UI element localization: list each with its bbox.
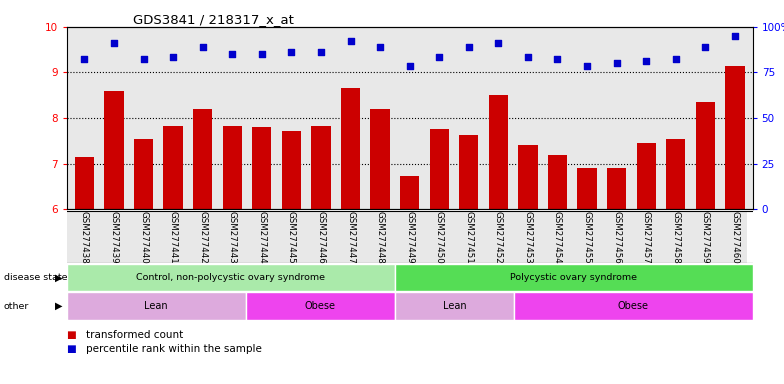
Bar (74, 157, 94, 209)
Text: GDS3841 / 218317_x_at: GDS3841 / 218317_x_at (133, 13, 294, 26)
Point (433, 53, 445, 60)
Point (640, 58, 652, 64)
Text: GSM277460: GSM277460 (731, 211, 739, 264)
Point (107, 40, 120, 46)
Text: GSM277441: GSM277441 (169, 211, 178, 264)
Point (728, 33, 741, 39)
Text: GSM277439: GSM277439 (110, 211, 118, 264)
Bar (223, 126, 241, 209)
Text: disease state: disease state (4, 273, 67, 282)
Text: ■: ■ (67, 344, 80, 354)
Bar (488, 95, 508, 209)
Bar (371, 109, 390, 209)
Text: GSM277459: GSM277459 (701, 211, 710, 264)
Text: GSM277451: GSM277451 (464, 211, 474, 264)
Bar (67, 292, 245, 320)
Text: GSM277455: GSM277455 (583, 211, 592, 264)
Text: GSM277447: GSM277447 (346, 211, 355, 264)
Point (463, 44, 475, 50)
Point (611, 60, 623, 66)
Text: GSM277442: GSM277442 (198, 211, 207, 264)
Point (699, 44, 712, 50)
Point (344, 38, 357, 44)
Point (285, 49, 298, 55)
Bar (67, 264, 394, 291)
Text: GSM277454: GSM277454 (553, 211, 562, 264)
Bar (281, 131, 301, 209)
Bar (666, 139, 685, 209)
Text: other: other (4, 301, 29, 311)
Point (403, 63, 416, 69)
Bar (430, 129, 448, 209)
Text: GSM277443: GSM277443 (227, 211, 237, 264)
Point (670, 56, 682, 62)
Text: GSM277440: GSM277440 (139, 211, 148, 264)
Bar (514, 292, 753, 320)
Bar (695, 102, 715, 209)
Text: ▶: ▶ (55, 273, 63, 283)
Bar (394, 264, 753, 291)
Bar (245, 292, 394, 320)
Text: GSM277449: GSM277449 (405, 211, 414, 264)
Point (256, 51, 268, 57)
Bar (134, 139, 153, 209)
Text: GSM277438: GSM277438 (80, 211, 89, 264)
Text: GSM277446: GSM277446 (317, 211, 325, 264)
Bar (394, 292, 514, 320)
Point (551, 56, 564, 62)
Text: transformed count: transformed count (86, 330, 183, 340)
Bar (548, 155, 567, 209)
Bar (607, 168, 626, 209)
Point (521, 53, 534, 60)
Bar (252, 127, 271, 209)
Text: GSM277450: GSM277450 (434, 211, 444, 264)
Text: Control, non-polycystic ovary syndrome: Control, non-polycystic ovary syndrome (136, 273, 325, 282)
Text: Lean: Lean (442, 301, 466, 311)
Bar (341, 88, 360, 209)
Text: GSM277445: GSM277445 (287, 211, 296, 264)
Bar (637, 143, 655, 209)
FancyBboxPatch shape (67, 211, 746, 263)
Bar (193, 109, 212, 209)
Text: GSM277444: GSM277444 (257, 211, 267, 264)
Point (167, 53, 180, 60)
Point (196, 44, 209, 50)
Text: Obese: Obese (618, 301, 649, 311)
Point (492, 40, 505, 46)
Text: GSM277458: GSM277458 (671, 211, 681, 264)
Text: GSM277452: GSM277452 (494, 211, 503, 264)
Point (374, 44, 387, 50)
Text: Obese: Obese (305, 301, 336, 311)
Bar (725, 66, 745, 209)
Bar (578, 168, 597, 209)
Point (78, 56, 91, 62)
Point (581, 63, 593, 69)
Text: GSM277457: GSM277457 (641, 211, 651, 264)
Point (314, 49, 327, 55)
Bar (104, 91, 124, 209)
Bar (459, 136, 478, 209)
Point (137, 56, 150, 62)
Point (226, 51, 238, 57)
Bar (164, 126, 183, 209)
Text: GSM277448: GSM277448 (376, 211, 385, 264)
Text: GSM277453: GSM277453 (524, 211, 532, 264)
Bar (518, 146, 538, 209)
Text: Lean: Lean (144, 301, 168, 311)
Text: ■: ■ (67, 330, 80, 340)
Text: Polycystic ovary syndrome: Polycystic ovary syndrome (510, 273, 637, 282)
Bar (400, 177, 419, 209)
Text: ▶: ▶ (55, 301, 63, 311)
Text: GSM277456: GSM277456 (612, 211, 621, 264)
Text: percentile rank within the sample: percentile rank within the sample (86, 344, 262, 354)
Bar (311, 126, 331, 209)
